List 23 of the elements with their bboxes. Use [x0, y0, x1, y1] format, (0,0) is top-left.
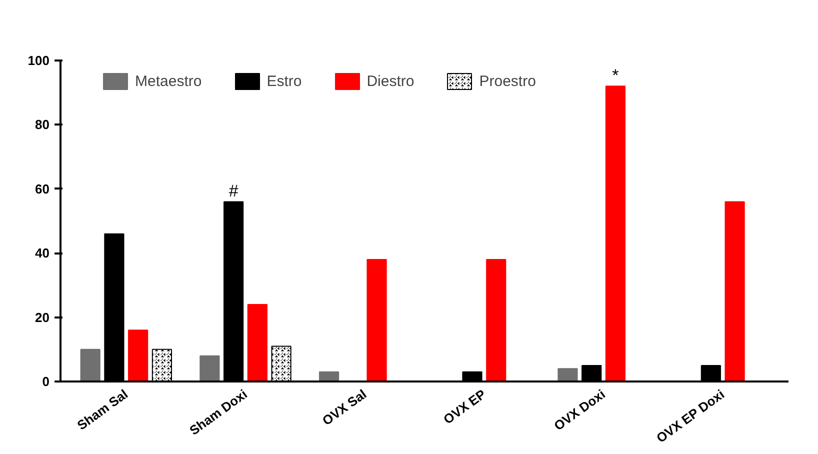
- bar: [605, 86, 626, 382]
- y-tick-label: 100: [28, 53, 50, 68]
- legend-label: Metaestro: [135, 72, 202, 90]
- bar: [724, 201, 745, 382]
- legend-label: Proestro: [479, 72, 536, 90]
- x-tick-label: OVX EP: [440, 386, 489, 428]
- y-tick-label: 60: [35, 181, 50, 196]
- y-tick-label: 0: [42, 374, 50, 389]
- bar: [247, 304, 268, 382]
- legend-label: Diestro: [366, 72, 414, 90]
- bar: [486, 259, 506, 382]
- bar: [558, 368, 578, 382]
- legend-label: Estro: [266, 72, 302, 90]
- bar: [128, 330, 148, 382]
- annotation: #: [228, 182, 239, 201]
- y-tick-label: 80: [35, 117, 50, 132]
- annotation: *: [612, 66, 620, 86]
- x-tick-label: OVX Sal: [320, 386, 370, 428]
- bar: [80, 348, 100, 382]
- y-tick-label: 20: [35, 310, 50, 325]
- bar: [366, 259, 387, 382]
- y-tick-label: 40: [35, 246, 50, 261]
- bar: [200, 355, 220, 382]
